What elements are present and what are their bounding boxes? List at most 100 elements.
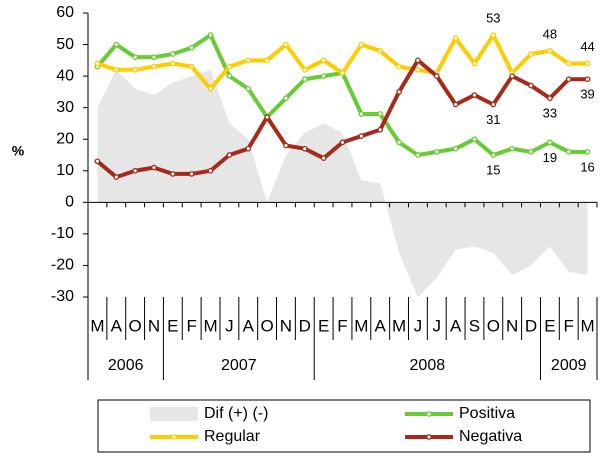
marker <box>565 148 572 155</box>
marker <box>94 60 101 67</box>
x-tick-label: A <box>243 316 255 335</box>
x-tick-label: N <box>280 316 292 335</box>
y-tick-label: 20 <box>56 130 74 147</box>
y-tick-label: -10 <box>51 225 74 242</box>
marker <box>471 92 478 98</box>
x-tick-label: E <box>167 316 178 335</box>
marker <box>528 82 534 89</box>
x-tick-label: N <box>506 316 518 335</box>
x-tick-label: M <box>354 316 368 335</box>
y-tick-label: 50 <box>56 36 74 53</box>
marker <box>490 32 497 38</box>
marker <box>320 57 327 64</box>
data-label: 16 <box>580 159 594 174</box>
marker <box>565 60 572 67</box>
x-tick-label: M <box>90 316 104 335</box>
x-tick-label: A <box>375 316 387 335</box>
y-tick-label: 40 <box>56 67 74 84</box>
marker <box>433 148 440 155</box>
marker <box>433 73 440 79</box>
marker <box>132 66 138 73</box>
marker <box>396 89 402 95</box>
marker <box>151 63 157 70</box>
x-tick-label: S <box>469 316 480 335</box>
marker <box>509 73 516 79</box>
marker <box>358 41 365 48</box>
legend-marker <box>426 411 432 417</box>
marker <box>396 63 402 70</box>
y-axis-label: % <box>12 143 25 159</box>
marker <box>169 60 176 67</box>
marker <box>188 171 195 177</box>
marker <box>207 85 214 92</box>
marker <box>471 60 478 67</box>
marker <box>113 174 120 180</box>
marker <box>301 66 308 73</box>
marker <box>339 139 346 146</box>
data-label: 31 <box>486 112 500 127</box>
x-tick-label: F <box>564 316 574 335</box>
marker <box>415 66 421 73</box>
marker <box>264 57 270 64</box>
marker <box>490 101 497 108</box>
year-label: 2007 <box>221 357 257 374</box>
marker <box>509 145 516 152</box>
legend-label: Regular <box>204 428 261 445</box>
x-tick-label: A <box>450 316 462 335</box>
legend: Dif (+) (-) Positiva Regular Negativa <box>150 405 522 445</box>
x-tick-label: A <box>111 316 123 335</box>
year-label: 2009 <box>551 357 587 374</box>
marker <box>169 171 176 177</box>
marker <box>113 41 120 48</box>
marker <box>528 51 534 57</box>
year-label: 2006 <box>108 357 144 374</box>
marker <box>169 51 176 57</box>
marker <box>377 48 384 54</box>
marker <box>584 60 591 67</box>
marker <box>283 95 289 102</box>
marker <box>226 152 233 158</box>
data-label: 15 <box>486 162 500 177</box>
marker <box>264 114 270 120</box>
marker <box>283 142 289 149</box>
legend-label: Positiva <box>459 405 515 422</box>
marker <box>547 139 553 146</box>
legend-label: Negativa <box>459 428 522 445</box>
legend-label: Dif (+) (-) <box>204 405 268 422</box>
y-tick-label: 10 <box>56 162 74 179</box>
x-tick-label: O <box>260 316 273 335</box>
data-label: 39 <box>580 87 594 102</box>
x-tick-label: M <box>392 316 406 335</box>
x-tick-label: F <box>337 316 347 335</box>
y-tick-label: -20 <box>51 257 74 274</box>
marker <box>415 57 421 64</box>
marker <box>283 41 289 48</box>
marker <box>565 76 572 83</box>
y-tick-label: 60 <box>56 4 74 21</box>
x-tick-label: N <box>148 316 160 335</box>
marker <box>301 145 308 152</box>
marker <box>245 145 252 152</box>
area <box>97 69 588 297</box>
marker <box>358 133 365 139</box>
marker <box>396 139 402 146</box>
x-tick-label: J <box>225 316 234 335</box>
marker <box>245 57 252 64</box>
data-label: 19 <box>543 150 557 165</box>
x-tick-label: E <box>318 316 329 335</box>
marker <box>132 54 138 61</box>
marker <box>547 48 553 54</box>
marker <box>415 152 421 158</box>
marker <box>528 148 534 155</box>
marker <box>490 152 497 158</box>
marker <box>377 111 384 117</box>
x-tick-label: M <box>580 316 594 335</box>
legend-marker <box>426 434 432 440</box>
marker <box>245 85 252 92</box>
legend-marker <box>171 434 177 440</box>
marker <box>452 35 459 42</box>
x-tick-label: J <box>414 316 423 335</box>
data-label: 33 <box>543 106 557 121</box>
